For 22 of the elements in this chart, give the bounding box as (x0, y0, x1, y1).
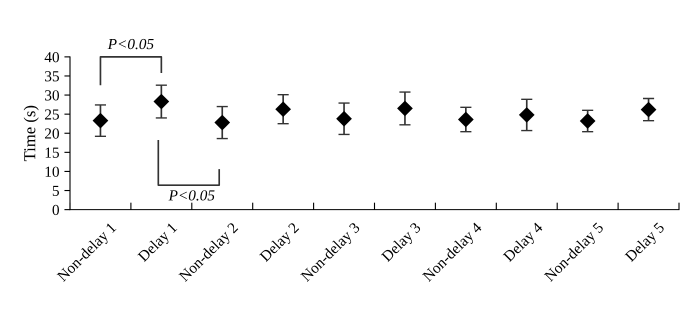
y-tick-label: 15 (46, 148, 59, 158)
point (458, 112, 474, 128)
point (640, 102, 656, 118)
point (336, 111, 352, 126)
y-tick-label: 40 (44, 52, 59, 62)
annotation: P<0.05 (168, 190, 215, 201)
point (92, 113, 108, 128)
y-tick-label: 20 (44, 128, 59, 139)
point (580, 113, 596, 129)
y-tick-label: 0 (52, 204, 59, 216)
point (276, 102, 291, 117)
y-axis-title: Time (s) (24, 106, 39, 162)
y-tick-label: 30 (45, 90, 59, 101)
y-tick-label: 25 (44, 109, 59, 120)
point (519, 107, 534, 122)
y-tick-label: 5 (52, 186, 59, 196)
y-tick-label: 10 (46, 166, 59, 177)
point (154, 94, 169, 110)
point (397, 100, 413, 116)
text: P<0.05 (108, 38, 154, 50)
y-tick-label: 35 (45, 71, 59, 82)
point (214, 114, 230, 130)
